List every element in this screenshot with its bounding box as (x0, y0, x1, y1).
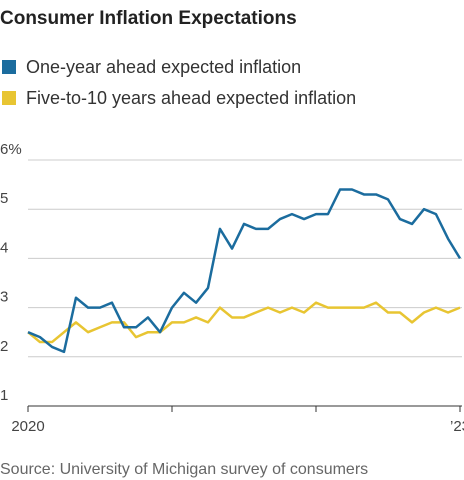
series-line (27, 301, 461, 344)
y-tick-label: 4 (0, 239, 8, 256)
legend-label: One-year ahead expected inflation (26, 57, 301, 77)
y-tick-label: 3 (0, 289, 8, 306)
y-tick-label: 5 (0, 190, 8, 207)
legend-swatch (2, 91, 16, 105)
y-tick-label: 1 (0, 387, 8, 404)
legend-label: Five-to-10 years ahead expected inflatio… (26, 88, 356, 108)
source: Source: University of Michigan survey of… (0, 461, 368, 478)
legend-swatch (2, 60, 16, 74)
x-tick-label: ’23 (450, 418, 464, 435)
x-tick-label: 2020 (11, 418, 44, 435)
chart-title: Consumer Inflation Expectations (0, 8, 297, 29)
series-line (27, 188, 462, 354)
y-tick-label: 6% (0, 141, 22, 158)
y-tick-label: 2 (0, 338, 8, 355)
